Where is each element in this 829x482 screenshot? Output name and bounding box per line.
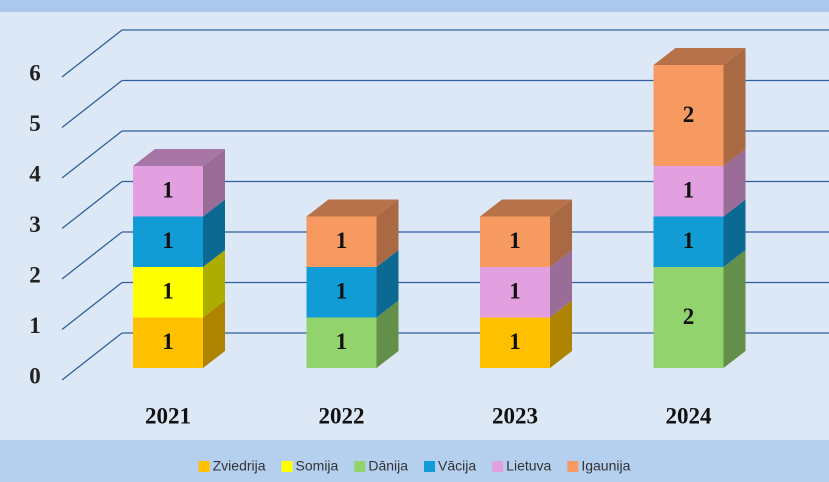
bar-segment: [133, 317, 203, 368]
bar-top: [306, 199, 399, 217]
bar-side: [550, 250, 572, 318]
bar-side: [203, 300, 225, 368]
bar-segment: [133, 267, 203, 318]
y-tick-label: 5: [29, 111, 41, 136]
y-tick-label: 3: [29, 212, 41, 237]
y-tick-label: 1: [29, 313, 41, 338]
legend-swatch: [424, 461, 436, 472]
value-label: 1: [683, 228, 695, 253]
bar-segment: [653, 166, 724, 217]
legend-swatch: [198, 461, 210, 472]
legend-label: Vācija: [438, 458, 476, 474]
grid-line: [61, 231, 123, 280]
grid-line: [61, 130, 123, 179]
grid-line: [61, 29, 123, 78]
legend-band: [0, 440, 829, 482]
bar-top: [480, 199, 572, 217]
bar-side: [550, 300, 572, 368]
value-label: 2: [683, 102, 695, 127]
bar-side: [203, 149, 225, 217]
legend-label: Zviedrija: [213, 458, 266, 474]
legend-label: Igaunija: [581, 458, 630, 474]
bar-segment: [306, 317, 377, 368]
bar-side: [723, 149, 746, 217]
bar-top: [653, 48, 746, 65]
bar-side: [376, 300, 399, 368]
y-tick-label: 0: [29, 363, 41, 388]
bar-side: [376, 199, 399, 267]
legend-swatch: [281, 461, 293, 472]
x-tick-label: 2024: [666, 403, 713, 428]
y-tick-label: 2: [29, 262, 41, 287]
value-label: 1: [336, 279, 348, 304]
bar-side: [203, 250, 225, 318]
legend-label: Lietuva: [506, 458, 551, 474]
bar-side: [723, 199, 746, 267]
grid-line: [61, 180, 123, 230]
legend-swatch: [567, 461, 579, 472]
bar-segment: [480, 216, 550, 267]
value-label: 2: [683, 304, 695, 329]
x-tick-label: 2021: [145, 403, 191, 428]
value-label: 1: [509, 279, 521, 304]
value-label: 1: [162, 178, 174, 203]
value-label: 1: [162, 228, 174, 253]
bar-segment: [480, 267, 550, 318]
y-tick-label: 6: [29, 60, 41, 85]
x-tick-label: 2023: [492, 403, 538, 428]
value-label: 1: [336, 329, 348, 354]
bar-segment: [653, 65, 724, 166]
bar-segment: [306, 216, 377, 267]
x-tick-label: 2022: [319, 403, 365, 428]
y-tick-label: 4: [29, 161, 41, 186]
value-label: 1: [509, 329, 521, 354]
bar-side: [203, 199, 225, 267]
top-band: [0, 0, 829, 12]
bar-side: [723, 48, 746, 166]
legend-label: Dānija: [368, 458, 408, 474]
bar-segment: [653, 216, 724, 267]
value-label: 1: [336, 228, 348, 253]
value-label: 1: [683, 178, 695, 203]
grid-line: [61, 332, 123, 381]
bar-segment: [133, 216, 203, 267]
value-label: 1: [162, 329, 174, 354]
grid-line: [61, 79, 123, 129]
legend-swatch: [492, 461, 504, 472]
bar-side: [723, 250, 746, 368]
bar-segment: [306, 267, 377, 318]
bar-top: [133, 149, 225, 166]
bar-segment: [653, 267, 724, 368]
bar-side: [376, 250, 399, 318]
bar-side: [550, 199, 572, 267]
bar-segment: [133, 166, 203, 217]
value-label: 1: [509, 228, 521, 253]
grid-line: [61, 281, 123, 331]
value-label: 1: [162, 279, 174, 304]
legend-swatch: [354, 461, 366, 472]
bar-segment: [480, 317, 550, 368]
legend-label: Somija: [296, 458, 339, 474]
